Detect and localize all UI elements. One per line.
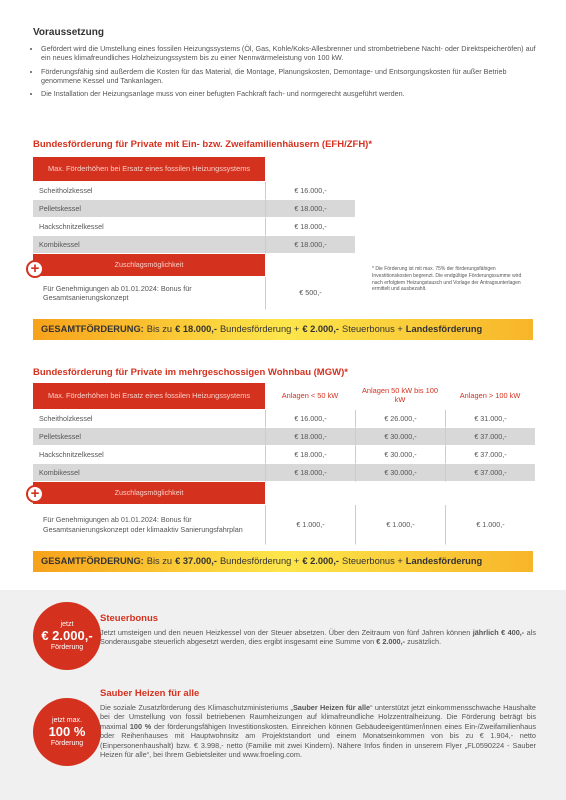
total-amount: € 18.000,- xyxy=(175,324,217,335)
total-bonus: € 2.000,- xyxy=(302,324,340,335)
steuerbonus-text: Jetzt umsteigen und den neuen Heizkessel… xyxy=(100,628,536,647)
badge-text: jetzt xyxy=(60,620,74,628)
bonus-value: € 1.000,- xyxy=(445,505,535,545)
bonus-label: Für Genehmigungen ab 01.01.2024: Bonus f… xyxy=(33,505,265,545)
row-label: Scheitholzkessel xyxy=(33,410,265,428)
bonus-label: Für Genehmigungen ab 01.01.2024: Bonus f… xyxy=(33,277,265,310)
row-label: Pelletskessel xyxy=(33,200,265,218)
footnote: * Die Förderung ist mit max. 75% der för… xyxy=(372,266,522,293)
text-bold: Sauber Heizen für alle xyxy=(292,703,371,712)
total-bonus: € 2.000,- xyxy=(302,556,340,567)
badge-text: Förderung xyxy=(50,644,84,652)
row-label: Scheitholzkessel xyxy=(33,182,265,200)
row-value: € 30.000,- xyxy=(355,428,445,446)
mgw-title: Bundesförderung für Private im mehrgesch… xyxy=(33,367,348,378)
row-value: € 37.000,- xyxy=(445,446,535,464)
total-text1: Bundesförderung + xyxy=(219,324,300,335)
total-landes: Landesförderung xyxy=(405,324,483,335)
row-label: Hackschnitzelkessel xyxy=(33,446,265,464)
header-cell: Anlagen > 100 kW xyxy=(445,383,535,410)
text-bold: jährlich € 400,- xyxy=(472,628,525,637)
total-text2: Steuerbonus + xyxy=(342,556,403,567)
blank xyxy=(265,254,355,277)
row-value: € 31.000,- xyxy=(445,410,535,428)
row-value: € 18.000,- xyxy=(265,200,355,218)
badge-text: Förderung xyxy=(50,740,84,748)
sauber-title: Sauber Heizen für alle xyxy=(100,688,200,699)
row-value: € 30.000,- xyxy=(355,446,445,464)
row-label: Pelletskessel xyxy=(33,428,265,446)
mgw-table: Max. Förderhöhen bei Ersatz eines fossil… xyxy=(33,383,535,545)
text-bold: 100 % xyxy=(129,721,152,731)
row-value: € 16.000,- xyxy=(265,182,355,200)
zuschlag-cell: Zuschlagsmöglichkeit xyxy=(33,482,265,505)
bullet: Die Installation der Heizungsanlage muss… xyxy=(41,89,538,98)
total-label: GESAMTFÖRDERUNG: xyxy=(41,556,144,567)
row-value: € 26.000,- xyxy=(355,410,445,428)
row-value: € 18.000,- xyxy=(265,428,355,446)
bullet: Gefördert wird die Umstellung eines foss… xyxy=(41,44,538,63)
efh-title: Bundesförderung für Private mit Ein- bzw… xyxy=(33,139,373,150)
total-amount: € 37.000,- xyxy=(175,556,217,567)
text: “ unterstützt jetzt einkommensschwache H… xyxy=(100,703,536,731)
sauber-text: Die soziale Zusatzförderung des Klimasch… xyxy=(100,703,536,760)
total-bar: GESAMTFÖRDERUNG: Bis zu € 18.000,- Bundesfö… xyxy=(33,319,533,340)
total-text2: Steuerbonus + xyxy=(342,324,403,335)
zuschlag-cell: Zuschlagsmöglichkeit xyxy=(33,254,265,277)
row-value: € 37.000,- xyxy=(445,428,535,446)
text: Die soziale Zusatzförderung des Klimasch… xyxy=(100,703,293,712)
bonus-value: € 1.000,- xyxy=(265,505,355,545)
total-label: GESAMTFÖRDERUNG: xyxy=(41,324,144,335)
row-value: € 16.000,- xyxy=(265,410,355,428)
badge-amount: 100 % xyxy=(48,723,86,739)
header-cell: Anlagen 50 kW bis 100 kW xyxy=(355,383,445,410)
row-label: Kombikessel xyxy=(33,464,265,482)
bullet: Förderungsfähig sind außerdem die Kosten… xyxy=(41,67,538,86)
header-cell: Max. Förderhöhen bei Ersatz eines fossil… xyxy=(33,383,265,410)
header-cell: Anlagen < 50 kW xyxy=(265,383,355,410)
plus-icon: + xyxy=(26,260,44,278)
badge: jetzt max. 100 % Förderung xyxy=(33,698,101,766)
text: zusätzlich. xyxy=(405,637,442,647)
text: als Sonderausgabe steuerlich abgesetzt w… xyxy=(100,628,536,647)
row-value: € 18.000,- xyxy=(265,218,355,236)
bonus-value: € 1.000,- xyxy=(355,505,445,545)
row-value: € 18.000,- xyxy=(265,464,355,482)
header-cell: Max. Förderhöhen bei Ersatz eines fossil… xyxy=(33,157,265,182)
total-text1: Bundesförderung + xyxy=(219,556,300,567)
row-label: Hackschnitzelkessel xyxy=(33,218,265,236)
bullet-list: Gefördert wird die Umstellung eines foss… xyxy=(33,44,538,103)
row-value: € 18.000,- xyxy=(265,236,355,254)
plus-icon: + xyxy=(26,485,44,503)
blank xyxy=(265,482,535,505)
text: der förderungsfähigen Investitionskosten… xyxy=(100,721,536,760)
row-value: € 37.000,- xyxy=(445,464,535,482)
row-label: Kombikessel xyxy=(33,236,265,254)
text-bold: € 2.000,- xyxy=(376,637,406,647)
badge-text: jetzt max. xyxy=(52,716,82,724)
total-prefix: Bis zu xyxy=(146,324,173,335)
text: Jetzt umsteigen und den neuen Heizkessel… xyxy=(100,628,473,637)
badge-amount: € 2.000,- xyxy=(41,627,93,643)
total-bar: GESAMTFÖRDERUNG: Bis zu € 37.000,- Bundesfö… xyxy=(33,551,533,572)
efh-table: Max. Förderhöhen bei Ersatz eines fossil… xyxy=(33,157,355,310)
bonus-value: € 500,- xyxy=(265,277,355,310)
total-prefix: Bis zu xyxy=(146,556,173,567)
row-value: € 30.000,- xyxy=(355,464,445,482)
steuerbonus-title: Steuerbonus xyxy=(100,613,159,624)
header-blank xyxy=(265,157,355,182)
row-value: € 18.000,- xyxy=(265,446,355,464)
section-title: Voraussetzung xyxy=(33,27,104,38)
badge: jetzt € 2.000,- Förderung xyxy=(33,602,101,670)
total-landes: Landesförderung xyxy=(405,556,483,567)
